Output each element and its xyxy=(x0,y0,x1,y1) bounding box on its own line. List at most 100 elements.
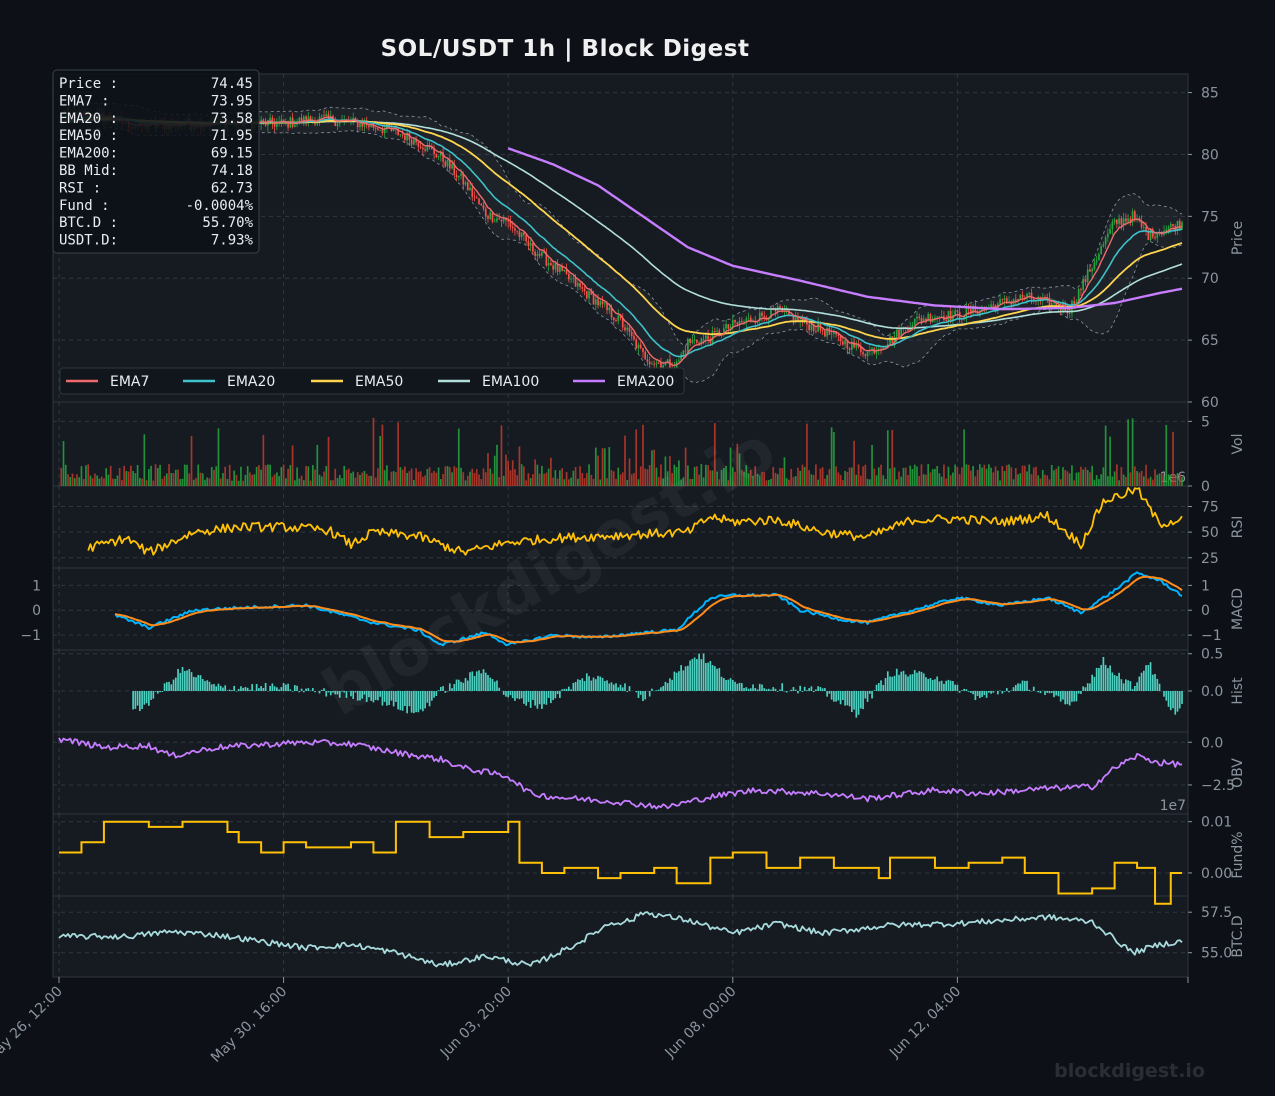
histogram-bar xyxy=(329,691,332,696)
histogram-bar xyxy=(190,672,193,691)
candle-body xyxy=(956,310,959,312)
volume-bar xyxy=(662,478,665,486)
candle-body xyxy=(1116,219,1118,224)
candle-body xyxy=(585,291,588,299)
candle-body xyxy=(460,173,462,176)
histogram-bar xyxy=(949,680,952,691)
histogram-bar xyxy=(736,683,739,691)
volume-bar xyxy=(646,469,649,486)
histogram-bar xyxy=(1116,676,1118,691)
candle-body xyxy=(698,342,700,345)
histogram-bar xyxy=(466,680,469,691)
candle-body xyxy=(990,304,992,307)
volume-bar xyxy=(886,430,889,486)
candle-body xyxy=(859,346,862,353)
histogram-bar xyxy=(758,683,761,691)
candle-body xyxy=(561,266,563,271)
volume-bar xyxy=(844,470,846,486)
info-value: 7.93% xyxy=(211,233,254,249)
candle-body xyxy=(810,323,813,331)
candle-body xyxy=(736,322,739,325)
volume-bar xyxy=(287,468,289,486)
volume-bar xyxy=(996,470,999,486)
volume-bar xyxy=(435,472,438,486)
volume-bar xyxy=(1035,466,1037,486)
histogram-bar xyxy=(1140,672,1143,691)
histogram-bar xyxy=(826,691,828,697)
volume-bar xyxy=(235,475,238,486)
histogram-bar xyxy=(592,677,595,691)
volume-bar xyxy=(754,466,757,486)
histogram-bar xyxy=(565,688,568,691)
volume-bar xyxy=(657,477,660,486)
histogram-bar xyxy=(808,688,811,691)
histogram-bar xyxy=(145,691,148,704)
volume-bar xyxy=(145,480,148,486)
histogram-bar xyxy=(489,677,492,691)
volume-bar xyxy=(1095,475,1098,486)
volume-bar xyxy=(251,474,253,486)
volume-bar xyxy=(671,473,674,486)
volume-bar xyxy=(215,466,218,486)
candle-body xyxy=(444,161,447,167)
histogram-bar xyxy=(850,691,853,713)
volume-bar xyxy=(132,470,134,486)
volume-bar xyxy=(1133,466,1136,486)
histogram-bar xyxy=(332,691,334,693)
histogram-bar xyxy=(525,691,528,706)
candle-body xyxy=(864,354,867,357)
histogram-bar xyxy=(224,685,227,691)
histogram-bar xyxy=(444,691,447,693)
volume-bar xyxy=(240,466,242,486)
volume-bar xyxy=(669,456,671,486)
volume-bar xyxy=(922,474,925,486)
histogram-bar xyxy=(195,677,197,691)
histogram-bar xyxy=(857,691,860,715)
volume-bar xyxy=(172,473,175,486)
candle-body xyxy=(918,316,921,318)
volume-bar xyxy=(417,471,420,486)
histogram-bar xyxy=(612,684,615,691)
candle-body xyxy=(967,308,970,310)
volume-bar xyxy=(610,470,613,486)
volume-bar xyxy=(260,469,262,486)
candle-body xyxy=(442,152,444,162)
volume-bar xyxy=(85,465,87,486)
volume-bar xyxy=(489,468,492,486)
panel-macd: −1 −1 0 0 1 1 MACD xyxy=(20,568,1246,651)
candle-body xyxy=(487,216,489,219)
candle-body xyxy=(518,231,521,237)
volume-bar xyxy=(410,468,413,486)
histogram-bar xyxy=(320,689,323,691)
histogram-bar xyxy=(669,678,671,691)
candle-body xyxy=(633,336,635,340)
volume-bar xyxy=(868,479,871,486)
candle-body xyxy=(972,305,974,314)
volume-bar xyxy=(898,471,900,486)
histogram-bar xyxy=(161,691,164,692)
volume-bar xyxy=(1046,475,1049,486)
y-tick-label: 1 xyxy=(1201,578,1210,594)
histogram-bar xyxy=(713,666,716,691)
candle-body xyxy=(269,117,271,120)
volume-bar xyxy=(334,468,337,486)
histogram-bar xyxy=(417,691,420,713)
volume-bar xyxy=(222,473,224,486)
candle-body xyxy=(612,317,615,321)
candle-body xyxy=(1003,298,1006,301)
volume-bar xyxy=(174,469,177,486)
y-tick-label: −2.5 xyxy=(1201,778,1235,794)
volume-bar xyxy=(567,479,570,486)
volume-bar xyxy=(60,468,63,486)
histogram-bar xyxy=(139,691,141,712)
volume-bar xyxy=(758,475,761,486)
histogram-bar xyxy=(545,691,548,705)
volume-bar xyxy=(316,444,319,486)
candle-body xyxy=(1026,293,1028,298)
volume-bar xyxy=(293,480,296,486)
volume-bar xyxy=(1111,476,1114,486)
histogram-bar xyxy=(1176,691,1179,712)
candle-body xyxy=(1014,299,1017,302)
candle-body xyxy=(601,301,604,305)
candle-body xyxy=(689,339,691,343)
